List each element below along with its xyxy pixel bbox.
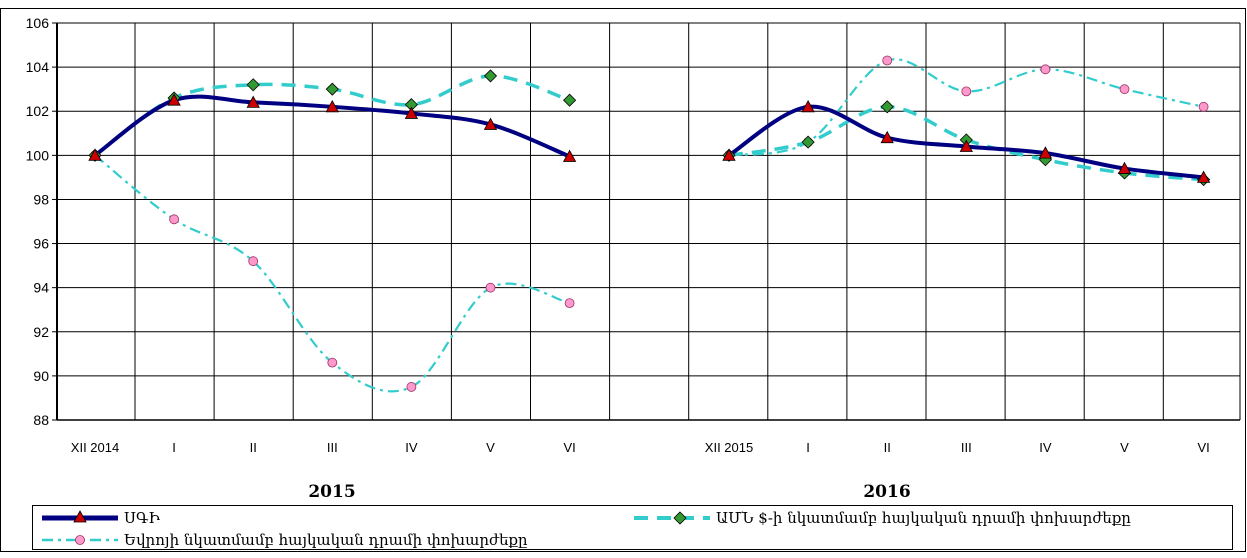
data-point-eur <box>406 382 417 392</box>
data-point-cpi <box>722 148 736 161</box>
triangle-marker-icon <box>73 510 87 523</box>
x-tick-label: VI <box>1197 440 1209 455</box>
data-point-eur <box>1198 101 1209 112</box>
data-point-usd <box>880 100 894 114</box>
axes <box>52 22 1240 421</box>
circle-marker-icon <box>75 535 85 545</box>
data-point-usd <box>246 78 260 92</box>
data-point-usd <box>483 69 498 83</box>
x-tick-label: IV <box>1039 440 1052 455</box>
data-point-usd <box>563 93 577 107</box>
chart-frame <box>0 8 1246 552</box>
diamond-marker-icon <box>673 511 687 525</box>
x-tick-label: III <box>961 440 972 455</box>
y-tick-label: 94 <box>33 280 49 296</box>
data-point-eur <box>961 86 972 97</box>
x-tick-label: XII 2015 <box>705 440 753 455</box>
legend-item-usd: ԱՄՆ $-ի նկատմամբ հայկական դրամի փոխարժեք… <box>634 509 1131 527</box>
legend-label-cpi: ՍԳԻ <box>124 509 160 527</box>
data-point-eur <box>327 357 338 368</box>
data-point-cpi <box>562 149 577 162</box>
data-point-cpi <box>246 95 260 108</box>
x-tick-label: V <box>1120 440 1129 455</box>
y-tick-label: 106 <box>26 15 50 31</box>
x-tick-label: VI <box>563 440 575 455</box>
x-tick-label: I <box>806 440 810 455</box>
series-lines <box>93 58 1204 393</box>
x-tick-label: V <box>486 440 495 455</box>
series-markers <box>88 55 1211 392</box>
x-tick-label: XII 2014 <box>71 440 119 455</box>
grid-lines <box>57 22 1241 421</box>
year-label-2016: 2016 <box>863 482 910 502</box>
data-point-eur <box>1119 84 1130 95</box>
x-tick-label: I <box>172 440 176 455</box>
data-point-eur <box>169 214 180 225</box>
y-tick-label: 98 <box>33 191 49 207</box>
legend-item-cpi: ՍԳԻ <box>42 509 160 527</box>
x-tick-label: III <box>327 440 338 455</box>
y-tick-label: 88 <box>33 412 49 428</box>
data-point-eur <box>485 282 496 293</box>
data-point-cpi <box>1117 161 1132 174</box>
y-tick-label: 104 <box>26 59 50 75</box>
data-point-eur <box>882 55 893 66</box>
y-tick-label: 102 <box>26 103 50 119</box>
y-tick-labels: 88 90 92 94 96 98 100 102 104 106 <box>26 15 50 428</box>
y-tick-label: 96 <box>33 236 49 252</box>
y-tick-label: 100 <box>26 147 50 163</box>
x-tick-label: II <box>884 440 891 455</box>
data-point-eur <box>248 256 259 267</box>
legend: ՍԳԻ ԱՄՆ $-ի նկատմամբ հայկական դրամի փոխա… <box>32 505 1233 550</box>
x-tick-label: IV <box>405 440 418 455</box>
x-tick-label: II <box>250 440 257 455</box>
data-point-cpi <box>404 106 419 119</box>
year-label-2015: 2015 <box>308 482 355 502</box>
legend-frame <box>32 505 1233 550</box>
legend-label-usd: ԱՄՆ $-ի նկատմամբ հայկական դրամի փոխարժեք… <box>716 509 1131 527</box>
y-tick-label: 92 <box>33 324 49 340</box>
series-line-eur-2015 <box>94 154 570 393</box>
x-tick-labels: XII 2014 I II III IV V VI XII 2015 I II III IV V VI <box>71 440 1210 455</box>
data-point-cpi <box>880 130 894 144</box>
data-point-usd <box>325 82 339 96</box>
y-tick-label: 90 <box>33 368 49 384</box>
data-point-cpi <box>801 99 815 113</box>
data-point-cpi <box>483 117 498 130</box>
data-point-eur <box>1040 64 1051 75</box>
legend-label-eur: Եվրոյի նկատմամբ հայկական դրամի փոխարժեքը <box>124 531 528 549</box>
data-point-cpi <box>959 139 973 152</box>
data-point-cpi <box>325 99 339 113</box>
data-point-cpi <box>88 148 102 161</box>
data-point-cpi <box>1196 170 1211 183</box>
data-point-cpi <box>1038 146 1053 159</box>
data-point-eur <box>564 298 575 309</box>
data-point-usd <box>801 135 815 149</box>
data-point-cpi <box>167 93 181 106</box>
legend-item-eur: Եվրոյի նկատմամբ հայկական դրամի փոխարժեքը <box>42 531 528 549</box>
